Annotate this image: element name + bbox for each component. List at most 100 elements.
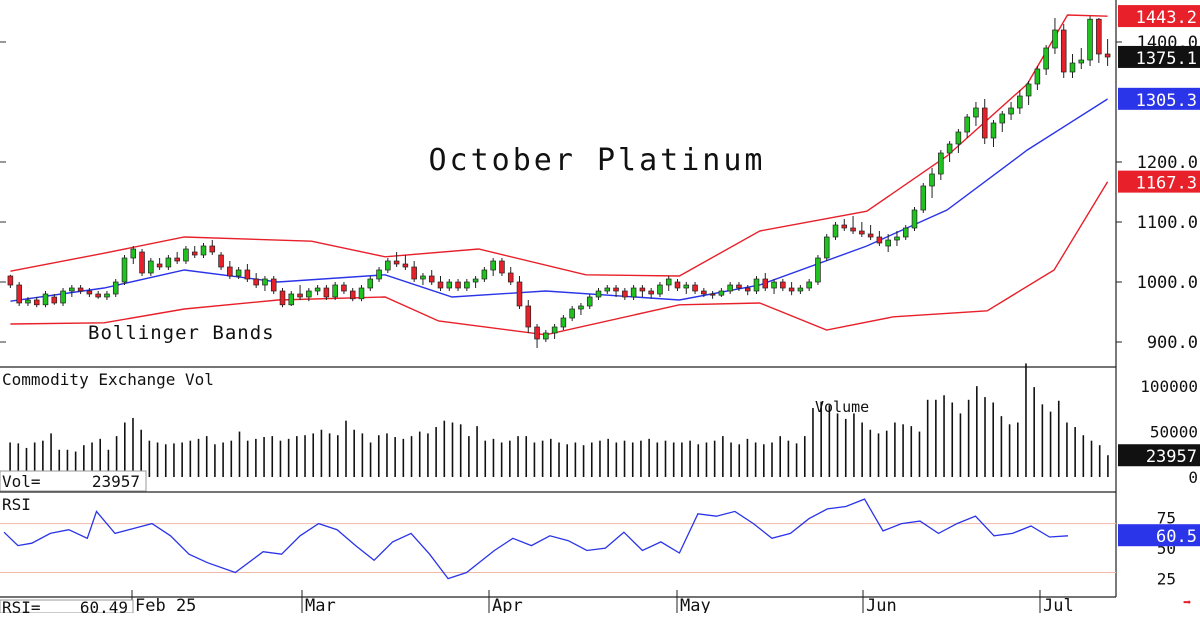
- candle-body: [771, 281, 777, 289]
- candle: [1017, 90, 1023, 114]
- price-tag-2: 1305.3: [1118, 87, 1200, 111]
- price-tag-1: 1375.1: [1118, 45, 1200, 69]
- rsi-tag: 60.5: [1118, 524, 1200, 547]
- candle: [955, 129, 962, 153]
- candle: [200, 243, 207, 258]
- candle: [709, 291, 716, 299]
- candle-body: [499, 260, 505, 274]
- candle: [499, 258, 505, 276]
- candle: [648, 288, 654, 299]
- candle-body: [402, 263, 409, 268]
- candle-body: [1043, 47, 1049, 70]
- candle: [665, 276, 672, 291]
- candle-body: [973, 107, 979, 118]
- volume-tag: 23957: [1118, 444, 1200, 467]
- candle-body: [1078, 59, 1085, 64]
- candle: [472, 276, 479, 288]
- candle-body: [112, 281, 119, 295]
- candle-body: [358, 287, 365, 300]
- candle-body: [490, 260, 496, 271]
- x-tick-label: Apr: [492, 596, 523, 613]
- x-tick-label: Jul: [1043, 596, 1074, 613]
- candle: [560, 315, 567, 330]
- candle-body: [999, 113, 1006, 124]
- candle: [525, 300, 532, 333]
- candle: [639, 285, 646, 297]
- candle: [569, 306, 575, 321]
- candle-body: [946, 143, 953, 154]
- candle: [622, 288, 628, 300]
- candle: [191, 246, 198, 258]
- candle-body: [639, 287, 646, 292]
- candle-body: [437, 281, 444, 289]
- candle: [1052, 18, 1058, 54]
- candle: [1069, 54, 1076, 78]
- candle: [139, 249, 145, 276]
- candle: [920, 183, 927, 213]
- candle-body: [780, 281, 786, 289]
- candle: [112, 279, 119, 297]
- candle-body: [981, 107, 988, 139]
- candle: [613, 285, 619, 297]
- candle-body: [753, 278, 760, 292]
- candle: [507, 267, 514, 285]
- candle-body: [376, 269, 382, 280]
- rsi-readout-value: 60.49: [80, 598, 128, 613]
- candle: [973, 102, 979, 126]
- candle: [1025, 81, 1032, 105]
- rsi-panel-title: RSI: [2, 495, 31, 514]
- price-y-tick-label: 900.0: [1147, 333, 1198, 353]
- candle-body: [455, 281, 461, 289]
- candle-body: [964, 116, 970, 133]
- candle: [1104, 39, 1111, 66]
- lower-bollinger-band: [10, 181, 1109, 336]
- nav-arrow-icon[interactable]: ➡: [1183, 595, 1191, 611]
- candle: [253, 273, 259, 288]
- candle-body: [955, 131, 962, 145]
- candle: [1060, 24, 1067, 78]
- candle: [718, 288, 725, 297]
- x-tick-label: May: [680, 596, 711, 613]
- candle-body: [876, 236, 883, 244]
- candle: [859, 222, 865, 237]
- candle: [876, 231, 883, 246]
- candle-body: [191, 251, 198, 256]
- candle: [1008, 102, 1014, 120]
- price-y-tick-label: 1000.0: [1137, 273, 1198, 293]
- price-tag-0: 1443.2: [1118, 5, 1200, 28]
- candle-body: [411, 266, 417, 280]
- candle: [516, 276, 523, 309]
- candle-body: [648, 290, 654, 295]
- candle: [332, 282, 338, 300]
- price-y-tick-label: 1100.0: [1137, 213, 1198, 233]
- candle: [727, 282, 733, 294]
- volume-tag-box: [1118, 444, 1200, 467]
- volume-panel-title: Commodity Exchange Vol: [2, 370, 214, 389]
- rsi-y-tick-label: 75: [1157, 508, 1176, 527]
- candle-body: [7, 275, 14, 286]
- price-tag-3: 1167.3: [1118, 170, 1200, 194]
- candle: [402, 255, 409, 270]
- candle-body: [990, 122, 997, 139]
- candle-body: [823, 236, 830, 259]
- candle: [578, 303, 584, 315]
- candle: [51, 294, 58, 305]
- candle-body: [139, 251, 145, 274]
- candle: [867, 225, 874, 240]
- candle: [771, 279, 777, 294]
- candle: [885, 234, 891, 252]
- candle-body: [235, 269, 242, 277]
- candle: [806, 279, 812, 291]
- candle-body: [543, 332, 549, 340]
- candle-body: [797, 287, 804, 292]
- candle: [990, 120, 997, 147]
- rsi-line: [3, 498, 1069, 580]
- candle-body: [1017, 95, 1023, 109]
- candle: [692, 282, 698, 294]
- candle: [551, 324, 558, 339]
- candle-body: [472, 278, 479, 283]
- candle-body: [604, 287, 611, 292]
- candle: [823, 234, 830, 261]
- candle: [16, 282, 22, 306]
